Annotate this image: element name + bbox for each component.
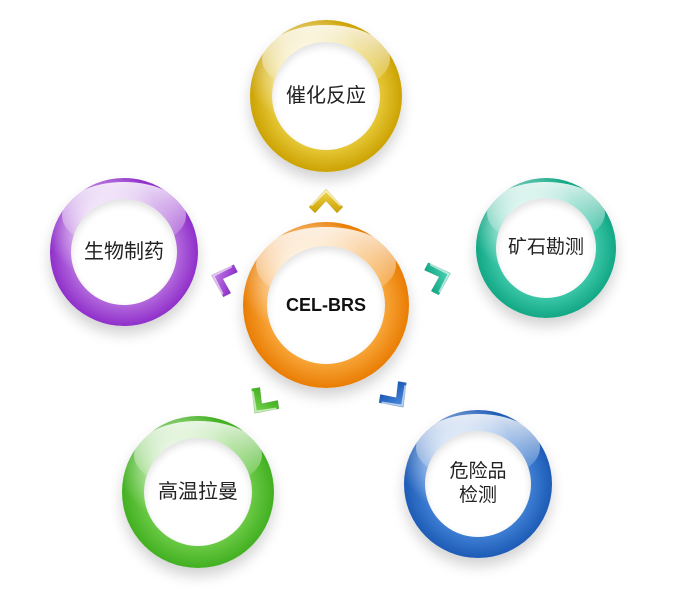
center-node: CEL-BRS xyxy=(243,222,409,388)
center-ring: CEL-BRS xyxy=(243,222,409,388)
spoke-node-top: 催化反应 xyxy=(250,20,402,172)
spoke-label: 危险品 检测 xyxy=(443,460,512,508)
spoke-label: 催化反应 xyxy=(280,84,372,109)
chevron-arrow-left xyxy=(199,253,241,302)
spoke-label: 生物制药 xyxy=(78,240,170,265)
spoke-inner: 高温拉曼 xyxy=(144,438,252,546)
spoke-ring: 矿石勘测 xyxy=(476,178,616,318)
chevron-arrow-right xyxy=(421,251,463,300)
spoke-ring: 催化反应 xyxy=(250,20,402,172)
spoke-ring: 高温拉曼 xyxy=(122,416,274,568)
spoke-node-bottom-left: 高温拉曼 xyxy=(122,416,274,568)
spoke-node-left: 生物制药 xyxy=(50,178,198,326)
spoke-node-right: 矿石勘测 xyxy=(476,178,616,318)
spoke-ring: 危险品 检测 xyxy=(404,410,552,558)
chevron-arrow-top xyxy=(305,183,347,213)
spoke-inner: 危险品 检测 xyxy=(425,431,531,537)
spoke-inner: 生物制药 xyxy=(71,199,177,305)
spoke-node-bottom-right: 危险品 检测 xyxy=(404,410,552,558)
spoke-label: 高温拉曼 xyxy=(152,480,244,505)
spoke-inner: 催化反应 xyxy=(272,42,380,150)
spoke-ring: 生物制药 xyxy=(50,178,198,326)
center-inner: CEL-BRS xyxy=(267,246,385,364)
spoke-inner: 矿石勘测 xyxy=(496,198,596,298)
spoke-label: 矿石勘测 xyxy=(502,236,590,260)
hub-spoke-diagram: CEL-BRS 催化反应 矿石勘测 危险品 检测 xyxy=(0,0,690,602)
center-label: CEL-BRS xyxy=(280,294,372,317)
